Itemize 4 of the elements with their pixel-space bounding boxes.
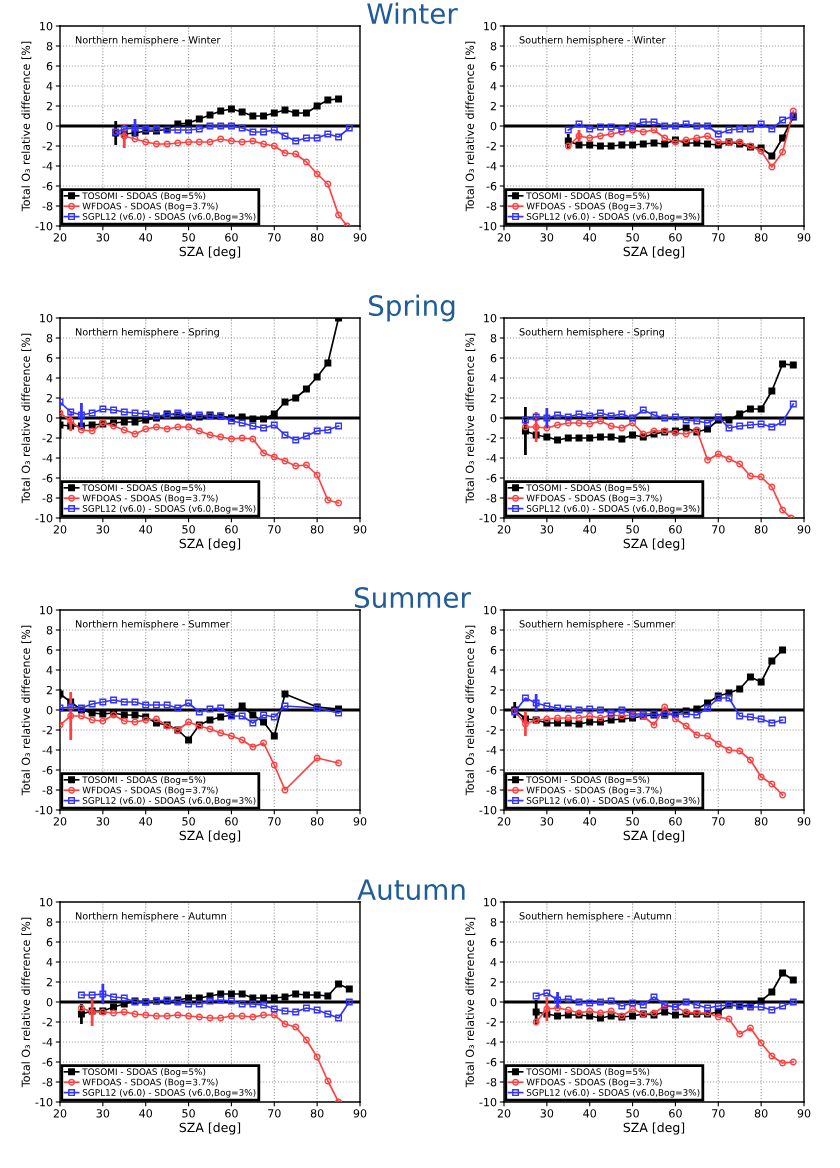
chart-subtitle: Winter	[367, 2, 458, 25]
chart-subtitle: Spring	[369, 294, 455, 322]
chart-subtitle: Autumn	[357, 879, 465, 901]
chart-subtitle: Summer	[354, 587, 471, 609]
